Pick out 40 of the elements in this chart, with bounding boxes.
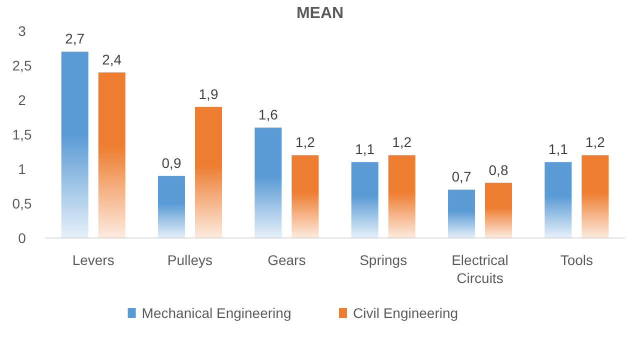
legend-label: Mechanical Engineering — [142, 305, 292, 321]
data-label: 1,9 — [198, 86, 218, 102]
y-tick-label: 3 — [18, 23, 26, 39]
y-tick-label: 2,5 — [12, 58, 32, 74]
x-tick-label: Gears — [268, 252, 306, 268]
bar — [98, 72, 126, 238]
data-label: 0,9 — [162, 154, 182, 171]
y-tick-label: 1 — [18, 161, 26, 177]
bar — [158, 176, 185, 238]
y-tick-label: 0 — [18, 230, 26, 246]
x-tick-label: Levers — [72, 252, 114, 268]
bar — [351, 162, 378, 238]
data-label: 2,7 — [65, 30, 85, 47]
bar — [61, 52, 88, 238]
y-tick-label: 1,5 — [12, 126, 32, 142]
bar — [582, 155, 609, 238]
data-label: 1,1 — [355, 141, 375, 158]
y-tick-label: 0,5 — [12, 196, 32, 212]
bar — [254, 128, 282, 238]
data-label: 0,8 — [488, 162, 508, 178]
x-tick-label: Tools — [560, 252, 594, 268]
bar — [448, 190, 475, 238]
data-label: 1,6 — [258, 106, 278, 123]
x-tick-label: Pulleys — [167, 252, 213, 268]
data-label: 2,4 — [102, 51, 122, 68]
chart-title: MEAN — [296, 5, 344, 22]
bar — [292, 155, 319, 238]
data-label: 1,2 — [585, 134, 606, 150]
x-tick-label: Electrical Circuits — [452, 252, 508, 286]
data-label: 1,2 — [295, 134, 316, 150]
bar — [388, 155, 416, 238]
bar — [485, 182, 512, 238]
x-tick-label: Springs — [360, 252, 408, 268]
data-label: 1,2 — [392, 134, 412, 150]
data-label: 1,1 — [548, 141, 568, 158]
legend-label: Civil Engineering — [353, 305, 458, 321]
y-tick-label: 2 — [18, 92, 26, 108]
data-label: 0,7 — [452, 168, 472, 185]
bar — [195, 106, 222, 238]
bar — [544, 162, 572, 238]
